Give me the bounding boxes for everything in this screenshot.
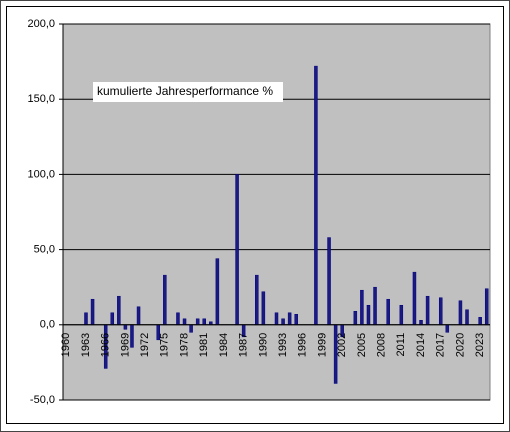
x-tick-label: 2014	[415, 333, 427, 357]
x-tick-label: 1969	[119, 333, 131, 357]
bar	[373, 286, 377, 326]
x-tick-label: 1993	[277, 333, 289, 357]
x-tick-label: 2023	[474, 333, 486, 357]
y-tick-label: 150,0	[27, 93, 55, 105]
bar	[366, 304, 371, 326]
x-tick-label: 1984	[218, 333, 230, 357]
x-tick-label: 2020	[454, 333, 466, 357]
bar	[360, 289, 364, 326]
title-box	[93, 82, 283, 102]
y-tick-label: 100,0	[27, 168, 55, 180]
bar	[438, 297, 443, 326]
bar	[163, 274, 167, 326]
bar	[255, 274, 259, 326]
bar	[202, 318, 206, 326]
x-tick-label: 1978	[178, 333, 190, 357]
bar	[353, 311, 358, 326]
bar	[327, 237, 331, 326]
bar	[419, 320, 423, 326]
bar	[261, 291, 266, 326]
bar	[189, 324, 193, 333]
bar	[274, 312, 279, 326]
bar	[465, 309, 469, 326]
y-tick-label: 200,0	[27, 18, 55, 30]
bar	[176, 312, 180, 326]
bars	[84, 65, 489, 384]
bar	[136, 306, 141, 326]
x-tick-label: 2011	[395, 333, 407, 357]
chart-title: kumulierte Jahresperformance %	[97, 84, 273, 98]
bar	[287, 312, 292, 326]
y-tick-label: -50,0	[30, 394, 55, 406]
bar	[386, 298, 390, 326]
x-tick-label: 1960	[60, 333, 72, 357]
x-tick-label: 2002	[336, 333, 348, 357]
bar	[412, 271, 417, 326]
bar	[425, 295, 430, 326]
y-tick-label: 0,0	[40, 319, 55, 331]
bar	[195, 318, 200, 326]
bar	[90, 298, 95, 326]
bar	[445, 324, 450, 333]
bar	[478, 317, 482, 326]
bar	[182, 318, 187, 326]
x-tick-label: 2005	[356, 333, 368, 357]
bar	[84, 312, 88, 326]
bar	[215, 258, 220, 326]
x-tick-label: 2017	[435, 333, 447, 357]
bar	[484, 288, 489, 326]
bar	[123, 324, 128, 330]
x-tick-label: 1990	[257, 333, 269, 357]
bar	[294, 314, 298, 326]
bar	[235, 174, 239, 326]
y-tick-label: 50,0	[34, 244, 55, 256]
bar	[399, 304, 404, 326]
x-tick-label: 1981	[198, 333, 210, 357]
x-tick-label: 1996	[297, 333, 309, 357]
bar	[281, 318, 285, 326]
x-tick-label: 1975	[159, 333, 171, 357]
bar	[110, 312, 115, 326]
bar	[458, 300, 463, 326]
x-tick-label: 1972	[139, 333, 151, 357]
x-tick-label: 2008	[376, 333, 388, 357]
bar	[117, 295, 121, 326]
x-tick-label: 1963	[80, 333, 92, 357]
x-tick-label: 1987	[238, 333, 250, 357]
x-tick-label: 1966	[100, 333, 112, 357]
x-tick-label: 1999	[316, 333, 328, 357]
bar	[314, 65, 318, 326]
